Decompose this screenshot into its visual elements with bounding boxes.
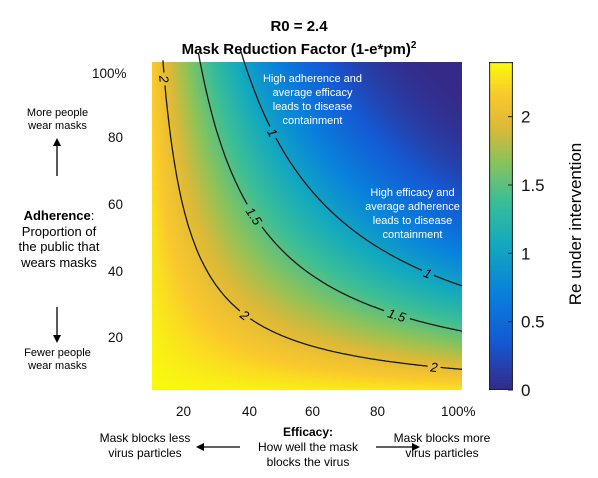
- colorbar-ticks: 0 0.5 1 1.5 2: [508, 108, 545, 400]
- colorbar-tick-label: 2: [521, 108, 530, 127]
- arrow-up-icon: [53, 138, 61, 176]
- y-note-bottom: Fewer people wear masks: [10, 347, 105, 373]
- annotation-efficacy-line: leads to disease: [372, 215, 453, 227]
- annotation-efficacy: High efficacy and average adherence lead…: [350, 186, 475, 242]
- colorbar-label: Re under intervention: [566, 142, 585, 306]
- annotation-adherence-line: High adherence and: [262, 73, 363, 85]
- chart-title-line1: R0 = 2.4: [270, 18, 328, 35]
- contour-label-gap: [267, 125, 279, 140]
- y-note-top: More people wear masks: [10, 107, 105, 133]
- x-tick-label: 80: [370, 404, 386, 419]
- contour-label-group: 1.5: [383, 305, 411, 325]
- contour-lines: 2 2 2 1.5 1.5 1 1: [156, 49, 463, 375]
- x-note-right-line: Mask blocks more: [393, 431, 491, 445]
- arrow-right-icon: [376, 443, 420, 451]
- y-axis-label-title: Adherence:: [4, 208, 114, 224]
- x-note-right: Mask blocks more virus particles: [382, 431, 502, 461]
- contour-label: 1.5: [386, 305, 408, 325]
- arrow-down-icon: [53, 307, 61, 343]
- annotation-adherence-line: containment: [282, 115, 343, 127]
- annotation-adherence-line: leads to disease: [272, 101, 353, 113]
- annotation-efficacy-line: containment: [382, 229, 443, 241]
- annotation-efficacy-line: High efficacy and: [370, 187, 455, 199]
- x-axis-label: Efficacy: How well the mask blocks the v…: [238, 425, 378, 470]
- x-tick-label: 40: [242, 404, 258, 419]
- x-axis-label-line: blocks the virus: [266, 455, 350, 469]
- x-note-right-line: virus particles: [405, 446, 479, 460]
- chart-title-text: Mask Reduction Factor (1-e*pm): [181, 41, 411, 58]
- y-tick-label: 20: [108, 330, 124, 345]
- contour-label-group: 2: [156, 72, 172, 86]
- contour-label-group: 1: [420, 265, 436, 282]
- x-axis-label-line: How well the mask: [257, 440, 359, 454]
- contour-label-group: 2: [427, 359, 441, 375]
- y-tick-label: 100%: [92, 66, 127, 81]
- y-axis-label-line: wears masks: [21, 254, 97, 270]
- contour-line-1.5: [197, 52, 463, 332]
- y-tick-label: 60: [108, 197, 124, 212]
- contour-label-gap: [427, 363, 441, 371]
- contour-label-gap: [420, 267, 436, 279]
- y-axis-label-bold: Adherence: [23, 208, 91, 223]
- contour-label-group: 2: [237, 307, 253, 324]
- annotation-adherence-line: average efficacy: [272, 87, 353, 99]
- x-axis-label-title: Efficacy:: [282, 425, 334, 439]
- x-note-left: Mask blocks less virus particles: [90, 431, 200, 461]
- chart-title-superscript: 2: [410, 40, 417, 51]
- colorbar-tick-label: 0.5: [521, 313, 545, 332]
- annotation-efficacy-line: average adherence: [365, 201, 460, 213]
- x-note-left-line: Mask blocks less: [99, 431, 191, 445]
- contour-label-group: 1: [264, 125, 281, 140]
- contour-label-gap: [244, 202, 265, 229]
- y-note-bottom-line: Fewer people: [24, 347, 91, 359]
- y-tick-label: 40: [108, 264, 124, 279]
- y-axis-label-line: Proportion of: [21, 223, 97, 239]
- y-axis-label: Adherence: Proportion of the public that…: [4, 208, 114, 270]
- contour-label-gap: [160, 72, 169, 86]
- y-axis-label-colon: :: [90, 208, 95, 223]
- y-note-top-line: wear masks: [28, 120, 87, 132]
- x-note-left-line: virus particles: [108, 446, 182, 460]
- heatmap: [152, 62, 462, 390]
- contour-line-2: [162, 60, 463, 370]
- x-tick-label: 100%: [441, 404, 476, 419]
- colorbar-tick-label: 0: [521, 381, 530, 400]
- arrow-left-icon: [196, 443, 240, 451]
- colorbar-tick-label: 1: [521, 244, 530, 263]
- contour-label-gap: [237, 308, 253, 322]
- chart-title-line2: Mask Reduction Factor (1-e*pm)2: [0, 40, 598, 58]
- annotation-adherence: High adherence and average efficacy lead…: [250, 72, 375, 128]
- y-tick-label: 80: [108, 130, 124, 145]
- x-tick-label: 20: [176, 404, 192, 419]
- x-tick-label: 60: [305, 404, 321, 419]
- y-axis-label-line: the public that: [18, 239, 100, 254]
- colorbar-tick-label: 1.5: [521, 176, 545, 195]
- y-note-bottom-line: wear masks: [28, 360, 87, 372]
- contour-label-gap: [383, 307, 411, 322]
- contour-label: 2: [156, 74, 172, 84]
- contour-label-group: 1.5: [243, 202, 266, 229]
- contour-label: 2: [429, 359, 439, 375]
- y-note-top-line: More people: [26, 107, 89, 119]
